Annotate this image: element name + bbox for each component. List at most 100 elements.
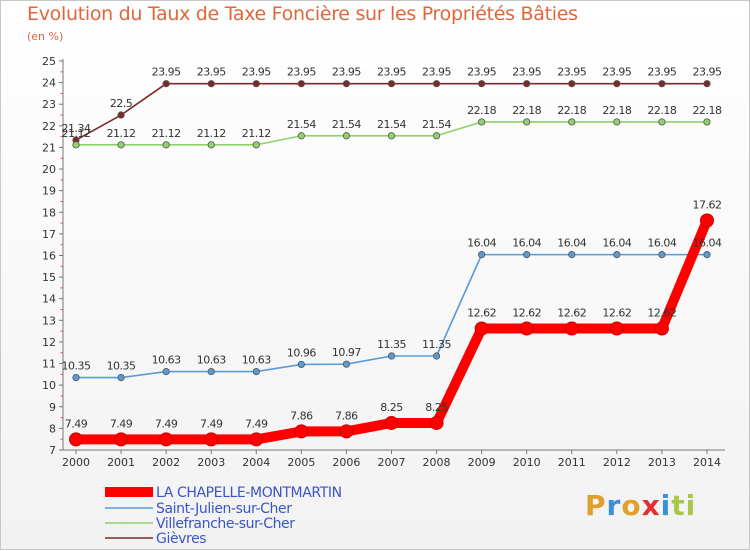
data-label: 12.62 xyxy=(467,307,496,320)
data-point xyxy=(204,432,219,447)
series-layer xyxy=(69,80,714,447)
data-point xyxy=(568,80,576,88)
data-point xyxy=(658,80,666,88)
data-label: 16.04 xyxy=(557,237,586,250)
y-tick-label: 24 xyxy=(42,77,56,90)
data-point xyxy=(613,251,621,259)
axes: 7 8 9 10 11 12 13 14 15 16 17 18 19 20 21 22 23 24 25 2000 2… xyxy=(42,55,725,469)
data-label: 23.95 xyxy=(332,66,361,79)
data-point xyxy=(162,80,170,88)
data-label: 7.86 xyxy=(335,409,358,422)
data-point xyxy=(658,118,666,126)
x-tick-label: 2003 xyxy=(197,456,225,469)
data-label: 21.12 xyxy=(152,127,181,140)
logo-letter: x xyxy=(641,489,661,522)
data-label: 22.18 xyxy=(557,104,586,117)
data-point xyxy=(339,424,354,439)
data-label: 22.18 xyxy=(467,104,496,117)
data-point xyxy=(252,367,260,376)
data-point xyxy=(387,132,396,140)
y-tick-label: 25 xyxy=(42,55,56,68)
x-tick-label: 2001 xyxy=(107,456,135,469)
legend-label: Gièvres xyxy=(156,531,206,547)
logo-letter: r xyxy=(606,489,622,522)
data-point xyxy=(699,213,714,228)
data-label: 7.49 xyxy=(65,417,88,430)
data-point xyxy=(568,251,576,259)
x-tick-label: 2004 xyxy=(242,456,270,469)
data-label: 23.95 xyxy=(377,66,406,79)
data-point xyxy=(69,432,83,447)
data-point xyxy=(523,251,531,259)
data-label: 21.54 xyxy=(422,118,451,131)
data-point xyxy=(654,321,669,336)
x-tick-label: 2006 xyxy=(332,456,360,469)
y-tick-label: 9 xyxy=(49,401,56,414)
data-label: 23.95 xyxy=(422,66,451,79)
data-point xyxy=(519,321,534,336)
y-tick-label: 18 xyxy=(42,206,56,219)
data-label: 12.62 xyxy=(512,307,541,320)
series-saint-julien-sur-cher xyxy=(72,251,711,382)
data-label: 7.49 xyxy=(245,417,268,430)
data-point xyxy=(703,251,711,259)
data-point xyxy=(117,111,125,119)
data-label: 11.35 xyxy=(422,338,451,351)
data-point xyxy=(162,367,170,376)
data-label: 22.18 xyxy=(602,104,631,117)
data-label: 21.12 xyxy=(107,127,136,140)
y-tick-label: 23 xyxy=(42,98,56,111)
series-gi-vres xyxy=(72,80,711,144)
data-label: 22.18 xyxy=(692,104,721,117)
x-tick-label: 2014 xyxy=(693,456,721,469)
legend-label: Saint-Julien-sur-Cher xyxy=(156,501,292,517)
data-point xyxy=(432,352,441,360)
logo-letter: i xyxy=(660,489,672,522)
x-tick-label: 2008 xyxy=(423,456,451,469)
data-label: 22.5 xyxy=(110,97,133,110)
data-label: 23.95 xyxy=(647,66,676,79)
x-tick-label: 2002 xyxy=(152,456,180,469)
data-label: 10.35 xyxy=(107,360,136,373)
logo-letter: t xyxy=(671,489,686,522)
y-tick-label: 10 xyxy=(42,379,56,392)
data-label: 22.18 xyxy=(512,104,541,117)
chart-title: Evolution du Taux de Taxe Foncière sur l… xyxy=(27,3,578,25)
data-label: 10.63 xyxy=(242,354,271,367)
data-point xyxy=(658,251,666,259)
data-label: 23.95 xyxy=(287,66,316,79)
logo-letter: P xyxy=(585,489,607,522)
data-point xyxy=(252,80,260,88)
data-point xyxy=(72,374,80,382)
data-label: 17.62 xyxy=(692,198,721,211)
data-point xyxy=(432,80,441,88)
data-label: 23.95 xyxy=(557,66,586,79)
data-label: 23.95 xyxy=(692,66,721,79)
data-labels: 21.34 22.5 23.95 23.95 23.95 23.95 23.95 23.95 2… xyxy=(62,66,723,431)
data-point xyxy=(117,374,125,382)
data-label: 21.12 xyxy=(242,127,271,140)
y-tick-label: 20 xyxy=(42,163,56,176)
legend-label: LA CHAPELLE-MONTMARTIN xyxy=(156,485,342,501)
data-label: 10.96 xyxy=(287,346,316,359)
data-point xyxy=(249,432,264,447)
data-point xyxy=(117,141,125,149)
data-point xyxy=(207,367,215,376)
data-label: 21.54 xyxy=(332,118,361,131)
data-label: 8.25 xyxy=(380,401,403,414)
data-label: 16.04 xyxy=(602,237,631,250)
y-tick-label: 13 xyxy=(42,314,56,327)
data-point xyxy=(387,80,396,88)
data-label: 8.25 xyxy=(425,401,448,414)
data-label: 16.04 xyxy=(512,237,541,250)
data-label: 12.62 xyxy=(647,307,676,320)
series-la-chapelle-montmartin xyxy=(69,213,714,447)
unit-label: (en %) xyxy=(27,30,64,43)
y-tick-label: 7 xyxy=(49,444,56,457)
y-tick-label: 22 xyxy=(42,120,56,133)
data-point xyxy=(252,141,260,149)
data-point xyxy=(297,360,305,369)
data-point xyxy=(613,80,621,88)
